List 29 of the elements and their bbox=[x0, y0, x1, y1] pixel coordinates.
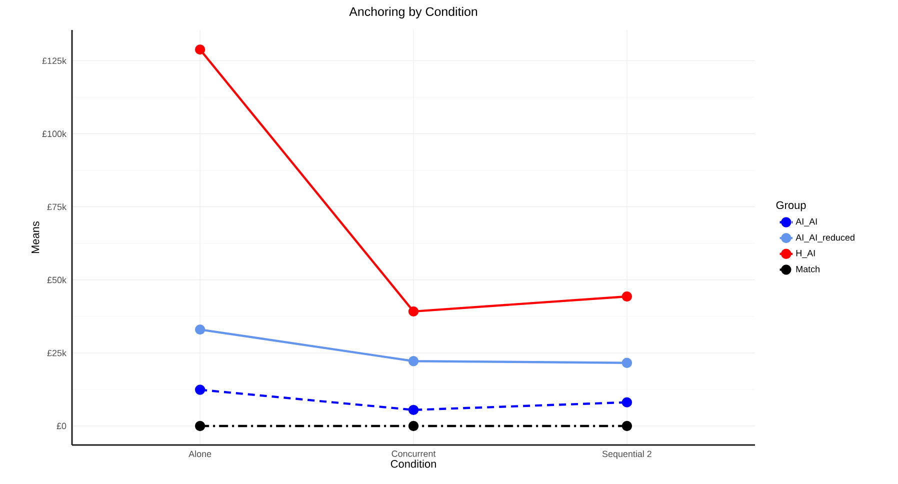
y-tick-label: £50k bbox=[47, 276, 66, 284]
point bbox=[408, 420, 419, 432]
chart-title: Anchoring by Condition bbox=[349, 6, 478, 18]
x-axis-title: Condition bbox=[390, 460, 436, 468]
point bbox=[408, 306, 419, 317]
y-tick-label: £25k bbox=[47, 350, 66, 356]
y-tick-label: £125k bbox=[42, 57, 66, 64]
x-tick-label: Sequential 2 bbox=[602, 450, 652, 459]
y-axis-title: Means bbox=[32, 221, 40, 254]
x-tick-label: Alone bbox=[188, 450, 212, 458]
point bbox=[194, 384, 206, 395]
point bbox=[194, 44, 206, 55]
point bbox=[408, 356, 419, 366]
point bbox=[622, 397, 632, 408]
point bbox=[408, 404, 419, 416]
point bbox=[194, 420, 206, 432]
point bbox=[622, 358, 632, 368]
point bbox=[622, 291, 632, 302]
y-tick-label: £100k bbox=[42, 130, 66, 138]
legend-title: Group bbox=[776, 201, 806, 212]
legend-label: H_AI bbox=[796, 250, 815, 258]
legend-label: AI_AI bbox=[796, 218, 817, 226]
legend-label: Match bbox=[796, 266, 820, 272]
y-tick-label: £75k bbox=[47, 204, 66, 210]
point bbox=[622, 420, 632, 432]
legend-label: AI_AI_reduced bbox=[796, 234, 854, 242]
point bbox=[194, 324, 206, 335]
x-tick-label: Concurrent bbox=[392, 450, 436, 457]
y-tick-label: £0 bbox=[56, 422, 66, 430]
